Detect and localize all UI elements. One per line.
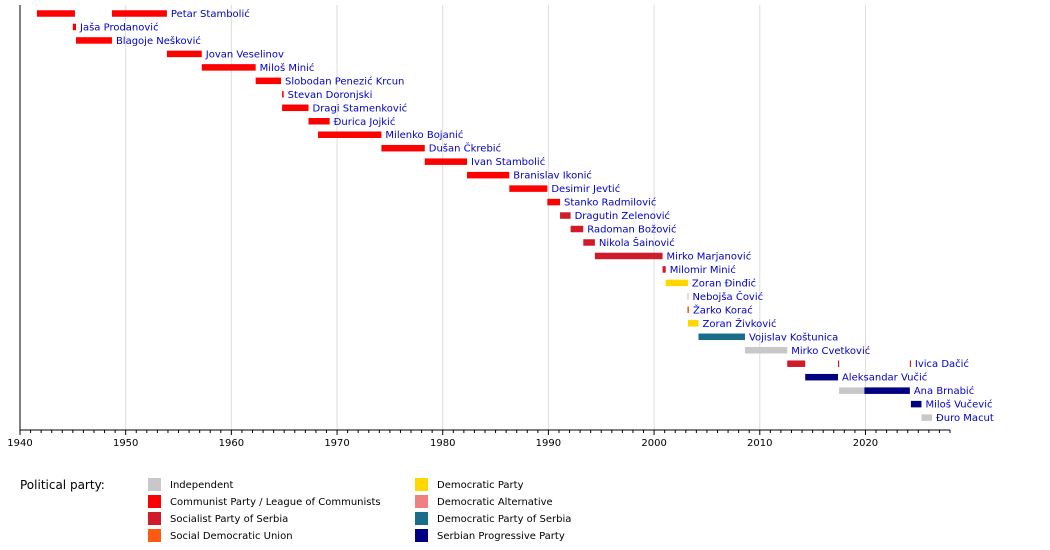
name-label: Mirko Marjanović xyxy=(667,250,752,262)
name-label: Branislav Ikonić xyxy=(513,170,592,182)
legend-swatch xyxy=(148,512,161,525)
name-label: Milomir Minić xyxy=(670,264,736,276)
name-label: Đurica Jojkić xyxy=(334,116,396,128)
term-bar xyxy=(687,320,699,327)
term-bar xyxy=(698,333,745,341)
name-label: Zoran Đinđić xyxy=(692,277,756,289)
name-label: Đuro Macut xyxy=(936,413,994,424)
x-tick-label-1990: 1990 xyxy=(536,438,561,449)
name-label: Vojislav Koštunica xyxy=(749,331,838,343)
legend-label: Socialist Party of Serbia xyxy=(170,514,288,525)
term-bar xyxy=(76,37,112,44)
name-label: Žarko Korać xyxy=(693,303,753,316)
term-bar xyxy=(665,279,688,287)
name-label: Slobodan Penezić Krcun xyxy=(285,75,404,87)
term-bar xyxy=(560,212,571,219)
legend-title: Political party: xyxy=(20,478,105,492)
legend-label: Serbian Progressive Party xyxy=(437,531,565,542)
term-bar xyxy=(839,387,865,394)
term-bar xyxy=(255,77,282,85)
x-tick-label-2020: 2020 xyxy=(853,438,878,449)
term-bar xyxy=(201,64,256,71)
term-bar xyxy=(787,360,806,367)
x-tick-label-1950: 1950 xyxy=(113,438,138,449)
legend-label: Democratic Party of Serbia xyxy=(437,514,571,525)
term-bar xyxy=(282,91,284,98)
term-bar xyxy=(111,10,167,17)
legend-swatch xyxy=(148,495,161,508)
term-bar xyxy=(36,10,75,17)
name-label: Aleksandar Vučić xyxy=(842,372,927,384)
term-bar xyxy=(864,387,910,394)
term-bars xyxy=(36,10,933,421)
term-bar xyxy=(308,118,330,125)
name-label: Petar Stambolić xyxy=(171,8,250,20)
name-label: Dragi Stamenković xyxy=(313,102,408,114)
term-bar xyxy=(72,23,77,31)
legend-label: Social Democratic Union xyxy=(170,531,293,542)
x-tick-label-2000: 2000 xyxy=(641,438,666,449)
x-tick-label-1940: 1940 xyxy=(7,438,32,449)
term-bar xyxy=(687,293,689,300)
term-bar xyxy=(805,373,838,381)
term-bar xyxy=(921,414,933,421)
term-bar xyxy=(910,400,922,408)
legend-label: Independent xyxy=(170,480,233,491)
term-bar xyxy=(467,171,510,179)
name-label: Miloš Vučević xyxy=(925,399,992,411)
term-bar xyxy=(662,266,666,273)
name-labels: Petar Stambolić Jaša Prodanović Blagoje Ne… xyxy=(79,8,994,424)
legend: Political party: Independent Communist Par… xyxy=(20,478,571,542)
name-label: Desimir Jevtić xyxy=(551,183,620,195)
term-bar xyxy=(424,158,468,165)
legend-swatch xyxy=(148,529,161,542)
name-label: Stanko Radmilović xyxy=(564,197,656,209)
term-bar xyxy=(837,360,840,367)
term-bar xyxy=(594,252,663,260)
x-tick-label-1980: 1980 xyxy=(430,438,455,449)
term-bar xyxy=(687,306,689,314)
name-label: Stevan Doronjski xyxy=(288,90,373,101)
legend-swatch xyxy=(415,529,428,542)
x-tick-label-1960: 1960 xyxy=(219,438,244,449)
x-tick-label-1970: 1970 xyxy=(324,438,349,449)
term-bar xyxy=(583,239,595,246)
name-label: Milenko Bojanić xyxy=(385,129,463,141)
name-label: Nebojša Čović xyxy=(692,290,763,303)
legend-swatch xyxy=(148,478,161,491)
term-bar xyxy=(547,198,561,206)
name-label: Nikola Šainović xyxy=(599,236,675,249)
legend-swatch xyxy=(415,495,428,508)
legend-label: Democratic Alternative xyxy=(437,497,553,508)
term-bar xyxy=(909,360,912,367)
name-label: Jovan Veselinov xyxy=(205,49,284,60)
legend-swatch xyxy=(415,478,428,491)
term-bar xyxy=(570,225,584,233)
name-label: Miloš Minić xyxy=(260,62,315,74)
term-bar xyxy=(509,185,548,192)
name-label: Blagoje Nešković xyxy=(116,35,201,47)
name-label: Jaša Prodanović xyxy=(79,21,159,33)
legend-label: Democratic Party xyxy=(437,480,524,491)
name-label: Dragutin Zelenović xyxy=(575,210,670,222)
grid-lines xyxy=(125,5,866,430)
x-tick-label-2010: 2010 xyxy=(747,438,772,449)
term-bar xyxy=(282,104,309,112)
legend-label: Communist Party / League of Communists xyxy=(170,497,381,508)
name-label: Ivan Stambolić xyxy=(471,156,545,168)
name-label: Ivica Dačić xyxy=(915,358,969,370)
term-bar xyxy=(166,50,202,58)
axes: 1940 1950 1960 1970 1980 1990 2000 2010 2020 xyxy=(7,5,951,449)
name-label: Mirko Cvetković xyxy=(791,345,870,357)
name-label: Radoman Božović xyxy=(587,224,676,236)
name-label: Zoran Živković xyxy=(702,317,776,330)
legend-swatch xyxy=(415,512,428,525)
name-label: Dušan Čkrebić xyxy=(429,142,501,155)
term-bar xyxy=(381,144,425,152)
term-bar xyxy=(318,131,382,138)
term-bar xyxy=(744,347,788,354)
name-label: Ana Brnabić xyxy=(914,385,974,397)
